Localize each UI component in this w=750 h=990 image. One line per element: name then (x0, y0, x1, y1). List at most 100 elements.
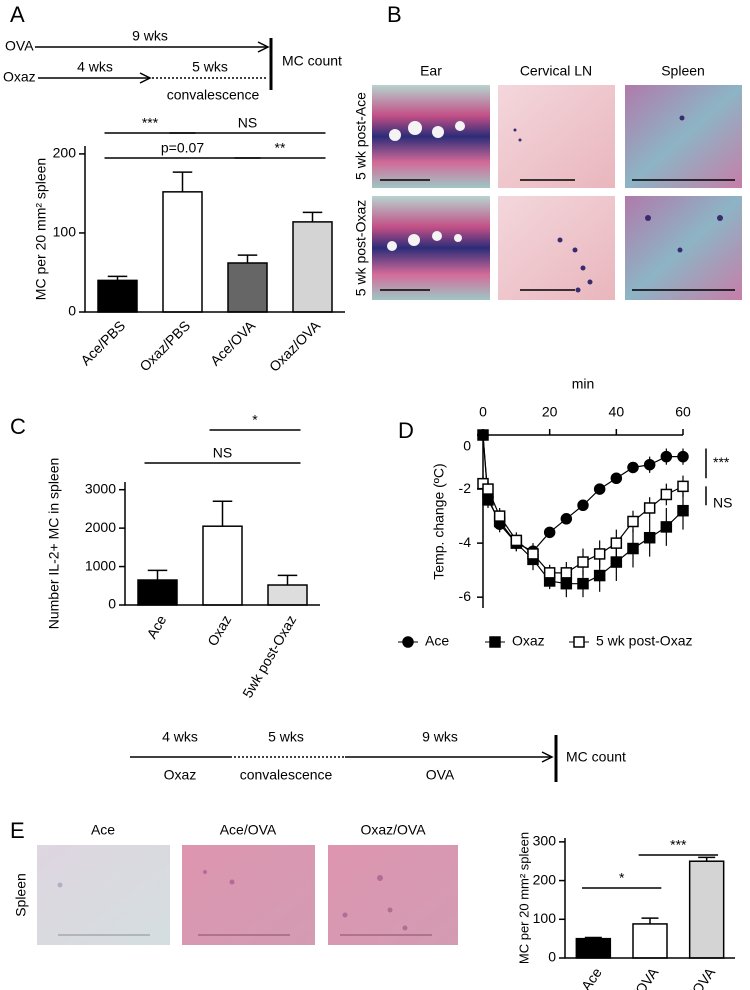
significance-label: NS (238, 115, 257, 131)
x-tick-label: Ace/OVA (616, 964, 662, 990)
marker (593, 483, 606, 495)
significance-label: *** (670, 837, 687, 853)
marker (643, 458, 656, 471)
marker (527, 548, 539, 560)
significance-label: NS (713, 495, 732, 511)
y-axis-label: MC per 20 mm² spleen (516, 832, 531, 964)
marker (610, 537, 623, 549)
legend-marker (573, 636, 585, 648)
timeline-duration: 4 wks (77, 59, 113, 75)
image-spleen-oxaz (625, 196, 742, 300)
x-axis-label: min (572, 376, 595, 392)
marker (643, 502, 656, 514)
marker (510, 534, 523, 547)
x-tick-label: 20 (542, 404, 558, 420)
x-tick-label: Ace (143, 612, 169, 641)
y-tick-label: -6 (459, 588, 472, 604)
column-label: Ace (91, 822, 115, 838)
panel-label: A (10, 2, 25, 27)
timeline-e: 4 wks Oxaz 5 wks convalescence 9 wks OVA… (130, 729, 626, 783)
marker (577, 556, 589, 568)
y-tick-label: 200 (53, 145, 77, 161)
marker (627, 542, 639, 555)
panel-label: D (398, 418, 414, 443)
timeline-phase: convalescence (240, 767, 333, 783)
timeline-duration: 9 wks (132, 28, 168, 44)
column-label: Spleen (661, 63, 705, 79)
histology-images (37, 85, 742, 945)
significance-label: ** (275, 140, 286, 156)
significance-label: *** (142, 115, 159, 131)
x-tick-label: Oxaz/OVA (266, 317, 324, 375)
timeline-label: OVA (5, 38, 34, 54)
legend-label: Oxaz (512, 633, 545, 649)
axis (84, 146, 345, 313)
cartilage-holes (387, 121, 465, 251)
y-tick-label: 1000 (85, 557, 116, 573)
x-tick-label: 5wk post-Oxaz (239, 612, 299, 700)
bar (632, 923, 668, 959)
bar (202, 525, 243, 606)
y-axis-label: MC per 20 mm² spleen (33, 158, 49, 300)
timeline-duration: 4 wks (162, 729, 198, 745)
bar (97, 279, 138, 313)
column-label: Ear (420, 63, 442, 79)
timeline-endpoint: MC count (566, 749, 626, 765)
panel-label: C (10, 414, 26, 439)
marker (627, 461, 639, 474)
timeline-phase: OVA (426, 767, 455, 783)
marker (560, 513, 573, 525)
y-tick-label: -2 (459, 480, 472, 496)
y-tick-label: 0 (68, 303, 76, 319)
marker (610, 472, 623, 484)
marker (543, 526, 556, 539)
timeline-label: Oxaz (3, 69, 36, 85)
x-tick-label: Oxaz (204, 612, 234, 648)
x-tick-label: Ace/PBS (77, 317, 128, 368)
timeline-duration: 5 wks (268, 729, 304, 745)
timeline-duration: 9 wks (422, 729, 458, 745)
bar (292, 221, 333, 313)
significance-label: p=0.07 (161, 140, 204, 156)
timeline-duration: 5 wks (192, 59, 228, 75)
row-label: 5 wk post-Oxaz (353, 200, 369, 296)
marker (660, 488, 673, 501)
marker (677, 480, 689, 493)
y-tick-label: 100 (53, 224, 77, 240)
significance-label: NS (213, 445, 232, 461)
y-tick-label: 200 (533, 871, 557, 887)
marker (577, 499, 589, 512)
row-label: 5 wk post-Ace (353, 92, 369, 180)
image-ln-ace (498, 85, 615, 188)
marker (677, 450, 689, 463)
y-tick-label: -4 (459, 534, 472, 550)
timeline-phase: convalescence (167, 87, 260, 103)
image-e-oxaz-ova (328, 845, 458, 945)
arrow-head (257, 41, 270, 53)
timeline-a: OVA 9 wks Oxaz 4 wks 5 wks convalescence… (3, 28, 342, 103)
marker (543, 567, 556, 579)
bar (162, 191, 203, 313)
bar (227, 262, 268, 313)
x-tick-label: 60 (675, 404, 691, 420)
marker (482, 483, 494, 495)
image-ln-oxaz (498, 196, 615, 300)
axis (482, 434, 683, 608)
y-tick-label: 3000 (85, 480, 116, 496)
x-tick-label: Oxaz/OVA (668, 964, 719, 990)
marker (610, 556, 623, 568)
y-axis-label: Temp. change (ºC) (431, 463, 447, 579)
histology-b-labels: Ear Cervical LN Spleen 5 wk post-Ace 5 w… (353, 63, 705, 297)
y-axis-label: Number IL-2+ MC in spleen (46, 458, 62, 630)
row-label: Spleen (13, 873, 29, 917)
bar (575, 937, 612, 959)
bar (267, 584, 308, 606)
bar (137, 579, 178, 606)
x-tick-label: 0 (479, 404, 487, 420)
legend-label: Ace (425, 633, 449, 649)
column-label: Oxaz/OVA (360, 822, 426, 838)
marker (577, 577, 589, 590)
y-tick-label: 2000 (85, 519, 116, 535)
y-tick-label: 100 (533, 910, 557, 926)
